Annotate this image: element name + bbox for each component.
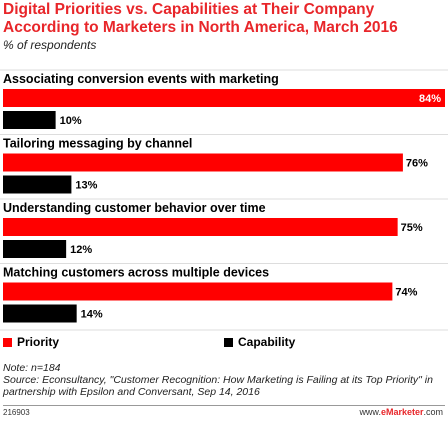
- priority-value-label: 76%: [406, 158, 428, 170]
- brand-prefix: www.: [359, 407, 381, 417]
- legend-priority-swatch: [3, 337, 12, 347]
- category-label: Tailoring messaging by channel: [3, 137, 192, 151]
- category-label: Understanding customer behavior over tim…: [3, 201, 266, 215]
- category-label: Associating conversion events with marke…: [3, 72, 279, 86]
- priority-value-label: 74%: [395, 287, 417, 299]
- bar-chart: Associating conversion events with marke…: [0, 69, 448, 331]
- footer: 216903 www.eMarketer.com: [3, 405, 445, 422]
- priority-bar: [3, 89, 445, 107]
- capability-value-label: 10%: [60, 115, 82, 127]
- legend-priority-label: Priority: [17, 335, 60, 349]
- capability-bar: [3, 240, 67, 258]
- capability-value-label: 14%: [81, 309, 103, 321]
- legend-priority: Priority: [3, 335, 59, 349]
- chart-title: Digital Priorities vs. Capabilities at T…: [3, 1, 398, 36]
- category-label: Matching customers across multiple devic…: [3, 266, 269, 280]
- capability-bar: [3, 304, 77, 323]
- brand-suffix: .com: [423, 407, 443, 417]
- legend-capability-label: Capability: [238, 335, 296, 349]
- legend-capability: Capability: [224, 335, 295, 349]
- chart-notes: Note: n=184 Source: Econsultancy, "Custo…: [3, 362, 445, 398]
- priority-bar: [3, 282, 393, 301]
- chart-id: 216903: [3, 408, 30, 417]
- priority-value-label: 84%: [419, 93, 441, 105]
- legend-capability-swatch: [224, 337, 233, 347]
- capability-value-label: 13%: [75, 180, 97, 192]
- priority-bar: [3, 153, 403, 172]
- capability-bar: [3, 111, 56, 129]
- priority-bar: [3, 218, 398, 236]
- note-text: Note: n=184: [3, 362, 61, 374]
- source-text: Source: Econsultancy, "Customer Recognit…: [3, 374, 433, 398]
- capability-value-label: 12%: [70, 244, 92, 256]
- chart-subtitle: % of respondents: [3, 38, 97, 52]
- brand-name: eMarketer: [380, 407, 424, 417]
- capability-bar: [3, 175, 72, 194]
- brand-logo: www.eMarketer.com: [359, 407, 443, 417]
- priority-value-label: 75%: [401, 222, 423, 234]
